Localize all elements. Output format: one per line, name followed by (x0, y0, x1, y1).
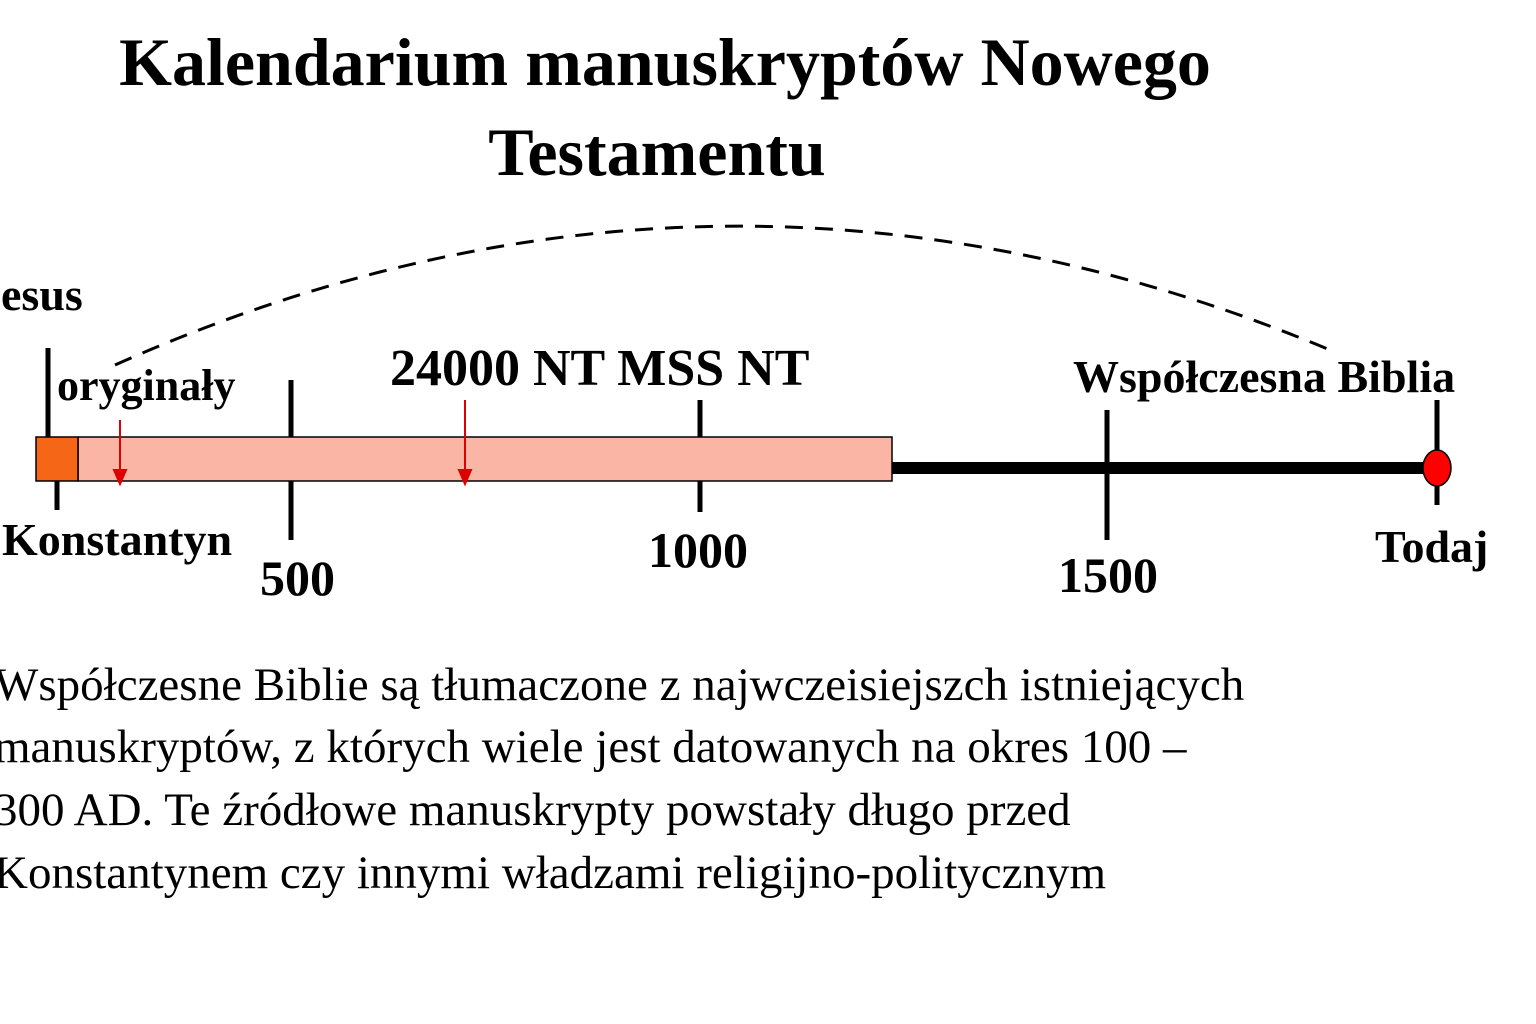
body-line: 300 AD. Te źródłowe manuskrypty powstały… (0, 784, 1071, 836)
body-line: Współczesne Biblie są tłumaczone z najwc… (0, 659, 1244, 711)
title-line: Testamentu (488, 114, 826, 190)
label: Todaj (1375, 521, 1488, 572)
label: oryginały (57, 361, 235, 410)
title-line: Kalendarium manuskryptów Nowego (119, 24, 1211, 100)
today-marker (1422, 449, 1452, 487)
label: Współczesna Biblia (1073, 351, 1455, 402)
body-line: manuskryptów, z których wiele jest datow… (0, 721, 1187, 773)
label: Konstantyn (2, 514, 232, 565)
arrow-head (457, 469, 473, 487)
arrows (112, 400, 473, 487)
label: Jesus (0, 269, 83, 320)
tick-label: 1000 (648, 522, 748, 578)
manuscript-range (77, 436, 893, 482)
arrow-head (112, 469, 128, 487)
originals-range (35, 436, 79, 482)
tick-label: 1500 (1058, 547, 1158, 603)
body-line: Konstantynem czy innymi władzami religij… (0, 847, 1106, 899)
label: 24000 NT MSS NT (390, 340, 809, 397)
tick-label: 500 (260, 550, 335, 606)
arc (114, 224, 1331, 367)
ticks (45, 348, 1440, 540)
